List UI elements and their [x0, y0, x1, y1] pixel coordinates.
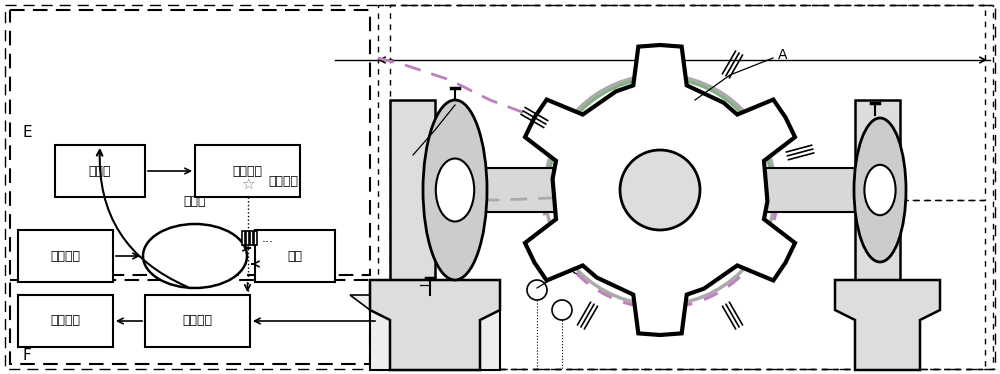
Text: C: C — [570, 263, 580, 277]
Bar — [145, 295, 250, 347]
Bar — [242, 231, 244, 245]
Ellipse shape — [854, 118, 906, 262]
Bar — [246, 231, 248, 245]
Circle shape — [620, 150, 700, 230]
Polygon shape — [525, 45, 795, 335]
Text: 探测器: 探测器 — [89, 165, 111, 178]
Bar — [255, 230, 335, 282]
Polygon shape — [390, 100, 435, 280]
Bar — [660, 168, 860, 212]
Text: 滑环: 滑环 — [288, 249, 302, 263]
Text: 信号处理: 信号处理 — [232, 165, 262, 178]
Text: E: E — [22, 125, 32, 140]
Bar — [55, 145, 145, 197]
Bar — [430, 168, 660, 212]
Polygon shape — [370, 280, 500, 370]
Bar — [10, 10, 370, 275]
Ellipse shape — [436, 159, 474, 221]
Ellipse shape — [864, 165, 896, 215]
Bar — [18, 230, 113, 282]
Bar — [378, 5, 993, 369]
Ellipse shape — [143, 224, 247, 288]
Text: ...: ... — [262, 232, 274, 245]
Text: 宽带光源: 宽带光源 — [50, 249, 80, 263]
Polygon shape — [370, 310, 500, 370]
Text: ☆: ☆ — [241, 178, 255, 193]
Text: F: F — [22, 347, 31, 362]
Bar — [250, 231, 252, 245]
Polygon shape — [350, 295, 500, 310]
Ellipse shape — [423, 100, 487, 280]
Bar — [195, 145, 300, 197]
Bar — [390, 200, 985, 369]
Bar — [18, 295, 113, 347]
Text: B: B — [413, 145, 423, 159]
Text: A: A — [778, 48, 788, 62]
Polygon shape — [835, 280, 940, 370]
Text: 信号处理: 信号处理 — [50, 315, 80, 328]
Bar — [10, 280, 370, 364]
Text: 耦合器: 耦合器 — [184, 194, 206, 208]
Text: B: B — [415, 273, 425, 287]
Bar — [254, 231, 256, 245]
Polygon shape — [855, 100, 900, 280]
Text: 信号采集: 信号采集 — [182, 315, 212, 328]
Bar — [390, 5, 985, 200]
Text: 温度补偿: 温度补偿 — [268, 175, 298, 187]
